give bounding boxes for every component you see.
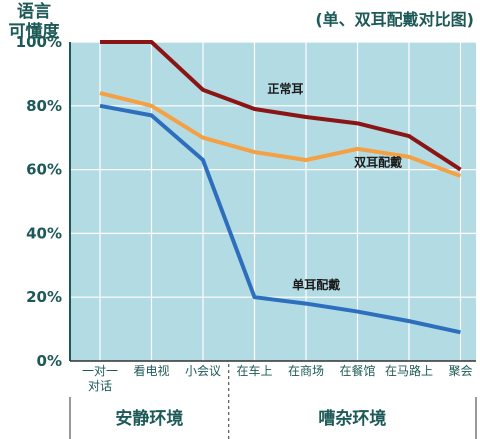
x-tick-label: 在餐馆 xyxy=(339,363,375,378)
y-tick-label: 60% xyxy=(26,161,62,179)
y-tick-label: 80% xyxy=(26,97,62,115)
x-tick-label: 在商场 xyxy=(288,363,324,378)
y-tick-label: 20% xyxy=(26,288,62,306)
series-label: 正常耳 xyxy=(267,81,303,96)
x-tick-label: 聚会 xyxy=(448,364,472,378)
chart-title: (单、双耳配戴对比图) xyxy=(315,10,474,29)
x-tick-label: 小会议 xyxy=(185,364,221,378)
series-label: 双耳配戴 xyxy=(354,154,402,169)
x-tick-label: 在马路上 xyxy=(385,363,433,378)
y-tick-label: 40% xyxy=(26,224,62,242)
series-line xyxy=(100,40,462,172)
x-tick-label: 一对一 xyxy=(82,364,118,378)
group-label: 安静环境 xyxy=(115,408,183,429)
x-tick-label: 看电视 xyxy=(133,363,169,378)
x-tick-label: 在车上 xyxy=(236,363,272,378)
group-label: 嘈杂环境 xyxy=(318,408,386,429)
y-axis-label: 语言 可懂度 xyxy=(4,2,64,42)
series-line xyxy=(99,103,461,335)
y-axis-label-line1: 语言 xyxy=(17,2,51,22)
plot-area xyxy=(70,42,476,361)
x-tick-label: 对话 xyxy=(88,379,112,393)
y-tick-label: 0% xyxy=(37,352,62,370)
series-label: 单耳配戴 xyxy=(292,277,340,292)
series-line xyxy=(99,91,462,178)
y-tick-label: 100% xyxy=(16,33,62,51)
y-axis-label-line2: 可懂度 xyxy=(8,22,60,42)
